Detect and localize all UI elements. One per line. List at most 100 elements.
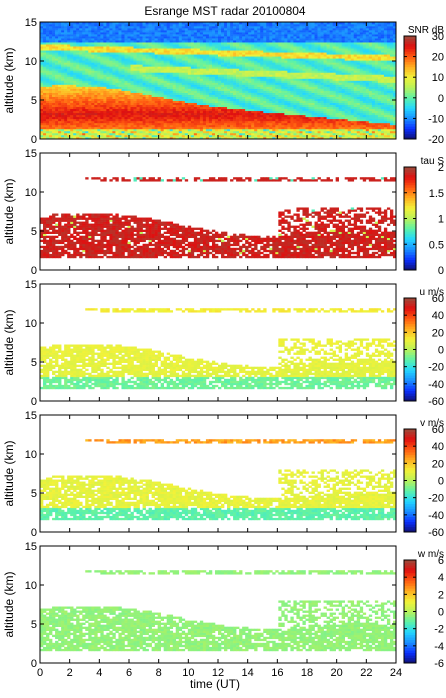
heatmap-cell bbox=[136, 52, 140, 55]
heatmap-cell bbox=[76, 92, 80, 95]
heatmap-cell bbox=[233, 32, 237, 35]
heatmap-cell bbox=[230, 134, 234, 138]
heatmap-cell bbox=[94, 84, 98, 87]
heatmap-cell bbox=[157, 74, 161, 77]
heatmap-cell bbox=[97, 104, 101, 108]
heatmap-cell bbox=[76, 100, 80, 103]
heatmap-cell bbox=[154, 124, 158, 128]
heatmap-cell bbox=[248, 118, 252, 122]
heatmap-cell bbox=[64, 128, 68, 132]
heatmap-cell bbox=[224, 66, 228, 69]
heatmap-cell bbox=[175, 92, 180, 95]
heatmap-cell bbox=[263, 92, 267, 95]
heatmap-cell bbox=[224, 106, 228, 110]
heatmap-cell bbox=[58, 118, 62, 122]
heatmap-cell bbox=[251, 66, 255, 69]
heatmap-cell bbox=[49, 132, 53, 136]
heatmap-cell bbox=[272, 76, 276, 79]
heatmap-cell bbox=[61, 118, 65, 122]
heatmap-cell bbox=[40, 102, 44, 106]
heatmap-cell bbox=[103, 74, 107, 77]
heatmap-cell bbox=[169, 28, 174, 31]
heatmap-cell bbox=[82, 68, 86, 71]
heatmap-cell bbox=[58, 78, 62, 81]
heatmap-cell bbox=[58, 58, 62, 61]
heatmap-cell bbox=[202, 64, 207, 67]
heatmap-cell bbox=[139, 34, 143, 37]
heatmap-cell bbox=[49, 42, 53, 45]
heatmap-cell bbox=[94, 52, 98, 55]
heatmap-cell bbox=[139, 106, 143, 110]
heatmap-cell bbox=[245, 36, 249, 39]
heatmap-cell bbox=[127, 28, 131, 31]
heatmap-cell bbox=[218, 114, 222, 118]
heatmap-cell bbox=[266, 82, 270, 85]
heatmap-cell bbox=[43, 24, 47, 27]
heatmap-cell bbox=[266, 44, 270, 47]
heatmap-cell bbox=[260, 124, 264, 128]
heatmap-cell bbox=[190, 92, 195, 95]
heatmap-cell bbox=[187, 84, 192, 87]
heatmap-cell bbox=[278, 46, 282, 49]
heatmap-cell bbox=[260, 58, 264, 61]
heatmap-cell bbox=[145, 128, 149, 132]
heatmap-cell bbox=[106, 28, 110, 31]
heatmap-cell bbox=[184, 78, 189, 81]
heatmap-cell bbox=[169, 108, 174, 112]
heatmap-cell bbox=[187, 66, 192, 69]
heatmap-cell bbox=[199, 130, 204, 134]
heatmap-cell bbox=[142, 48, 146, 51]
heatmap-cell bbox=[248, 86, 252, 89]
heatmap-cell bbox=[109, 40, 113, 43]
heatmap-cell bbox=[121, 24, 125, 27]
heatmap-cell bbox=[85, 70, 89, 73]
heatmap-cell bbox=[121, 114, 125, 118]
heatmap-cell bbox=[251, 90, 255, 93]
heatmap-cell bbox=[151, 92, 155, 95]
heatmap-cell bbox=[127, 128, 131, 132]
heatmap-cell bbox=[100, 108, 104, 112]
heatmap-cell bbox=[121, 70, 125, 73]
heatmap-cell bbox=[151, 118, 155, 122]
heatmap-cell bbox=[112, 76, 116, 79]
heatmap-cell bbox=[64, 40, 68, 43]
heatmap-cell bbox=[293, 54, 297, 57]
heatmap-cell bbox=[136, 88, 140, 91]
heatmap-cell bbox=[257, 54, 261, 57]
heatmap-cell bbox=[211, 28, 216, 31]
heatmap-cell bbox=[269, 74, 273, 77]
heatmap-cell bbox=[254, 22, 258, 25]
heatmap-cell bbox=[67, 102, 71, 106]
heatmap-cell bbox=[103, 56, 107, 59]
heatmap-cell bbox=[227, 76, 231, 79]
heatmap-cell bbox=[284, 134, 288, 138]
heatmap-cell bbox=[296, 60, 300, 63]
heatmap-cell bbox=[115, 26, 119, 29]
heatmap-cell bbox=[254, 114, 258, 118]
heatmap-cell bbox=[287, 38, 291, 41]
heatmap-cell bbox=[214, 86, 219, 89]
heatmap-cell bbox=[260, 48, 264, 51]
heatmap-cell bbox=[208, 76, 213, 79]
heatmap-cell bbox=[136, 96, 140, 99]
heatmap-cell bbox=[175, 42, 180, 45]
heatmap-cell bbox=[121, 44, 125, 47]
heatmap-cell bbox=[224, 104, 228, 108]
heatmap-cell bbox=[230, 46, 234, 49]
heatmap-cell bbox=[172, 50, 177, 53]
heatmap-cell bbox=[251, 120, 255, 124]
heatmap-cell bbox=[269, 24, 273, 27]
heatmap-cell bbox=[109, 80, 113, 83]
heatmap-cell bbox=[79, 102, 83, 106]
heatmap-cell bbox=[163, 132, 168, 136]
heatmap-cell bbox=[130, 112, 134, 116]
heatmap-cell bbox=[281, 60, 285, 63]
heatmap-cell bbox=[127, 78, 131, 81]
heatmap-cell bbox=[46, 86, 50, 89]
heatmap-cell bbox=[121, 34, 125, 37]
heatmap-cell bbox=[118, 26, 122, 29]
heatmap-cell bbox=[233, 132, 237, 136]
heatmap-cell bbox=[121, 26, 125, 29]
heatmap-cell bbox=[127, 70, 131, 73]
heatmap-cell bbox=[254, 122, 258, 126]
